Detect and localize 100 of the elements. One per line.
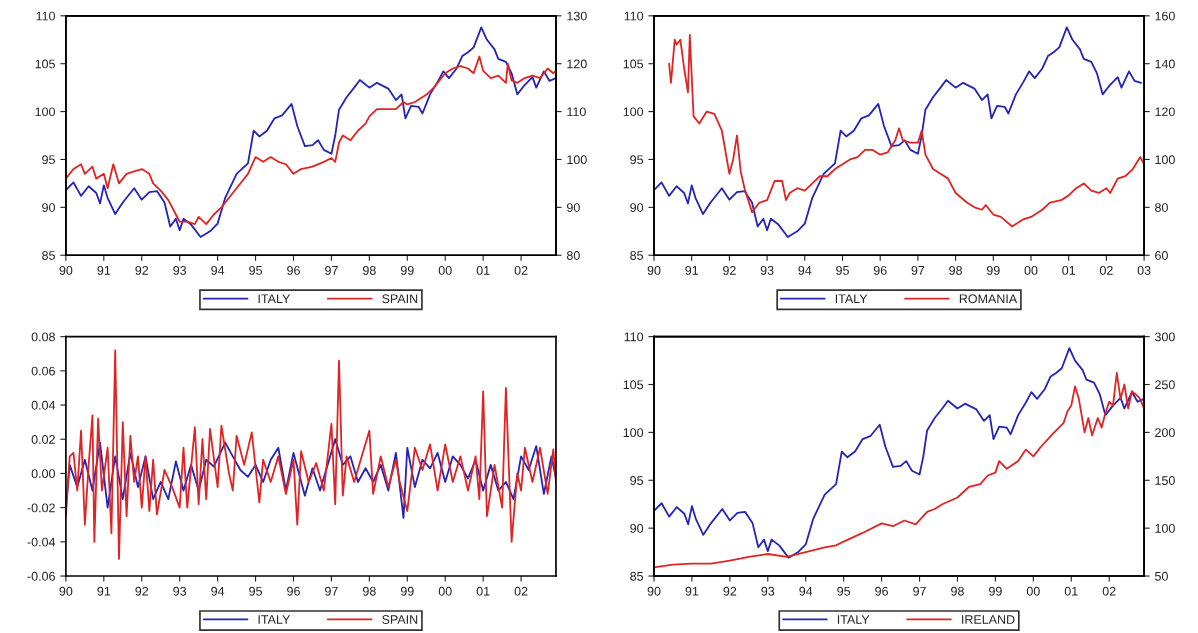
x-tick-label: 96	[287, 265, 300, 275]
y-tick-label: 95	[630, 155, 644, 165]
y2-tick-label: 90	[566, 203, 580, 212]
x-tick-label: 01	[1064, 586, 1078, 596]
legend-label: ITALY	[258, 615, 291, 624]
y2-tick-label: 250	[1155, 380, 1175, 390]
x-tick-label: 91	[685, 265, 699, 275]
x-tick-label: 02	[514, 265, 528, 275]
x-tick-label: 97	[325, 265, 338, 275]
x-tick-label: 03	[1137, 265, 1151, 275]
x-tick-label: 02	[1099, 265, 1113, 275]
x-tick-label: 00	[438, 586, 452, 596]
y-tick-label: 100	[623, 107, 644, 117]
x-tick-label: 01	[476, 586, 490, 596]
x-tick-label: 96	[873, 265, 887, 275]
y2-tick-label: 50	[1155, 571, 1168, 581]
y2-tick-label: 160	[1155, 11, 1175, 21]
line-series	[65, 26, 556, 238]
line-series	[65, 55, 556, 226]
y-tick-label: 105	[623, 380, 644, 390]
legend-label: ROMANIA	[959, 294, 1018, 304]
y-tick-label: 85	[630, 571, 644, 581]
x-tick-label: 98	[362, 586, 376, 596]
x-tick-label: 92	[135, 586, 149, 596]
y-tick-label: 0.00	[31, 469, 55, 479]
x-tick-label: 02	[1102, 586, 1116, 596]
x-tick-label: 92	[723, 265, 736, 275]
y2-tick-label: 150	[1155, 476, 1175, 485]
y-tick-label: 95	[630, 476, 644, 485]
x-tick-label: 93	[173, 586, 187, 596]
y2-tick-label: 110	[567, 107, 586, 117]
x-tick-label: 99	[989, 586, 1002, 596]
x-tick-label: 90	[59, 586, 73, 596]
x-tick-label: 93	[761, 586, 775, 596]
y2-tick-label: 130	[567, 11, 587, 21]
y2-tick-label: 300	[1154, 332, 1175, 342]
y-tick-label: 0.06	[31, 366, 55, 376]
x-tick-label: 00	[1024, 265, 1038, 275]
y2-tick-label: 100	[1155, 523, 1175, 533]
x-tick-label: 01	[476, 265, 490, 275]
y2-tick-label: 100	[1155, 155, 1175, 165]
legend-label: ITALY	[258, 294, 291, 304]
x-tick-label: 98	[949, 265, 962, 275]
x-tick-label: 93	[760, 265, 774, 275]
y-tick-label: 95	[42, 155, 55, 165]
x-tick-label: 97	[911, 265, 925, 275]
x-tick-label: 91	[97, 586, 111, 596]
y-tick-label: -0.02	[27, 503, 55, 513]
y-tick-label: 110	[36, 11, 55, 21]
x-tick-label: 95	[249, 586, 262, 596]
y-tick-label: 85	[42, 251, 55, 260]
x-tick-label: 00	[438, 265, 452, 275]
x-tick-label: 91	[97, 265, 111, 275]
y-tick-label: 90	[630, 523, 644, 533]
x-tick-label: 02	[514, 586, 528, 596]
x-tick-label: 97	[325, 586, 338, 596]
x-tick-label: 01	[1062, 265, 1076, 275]
x-tick-label: 99	[400, 586, 414, 596]
y-tick-label: 110	[624, 11, 644, 21]
x-tick-label: 00	[1026, 586, 1040, 596]
x-tick-label: 92	[135, 265, 149, 275]
y2-tick-label: 80	[1155, 203, 1168, 212]
y-tick-label: 105	[623, 59, 644, 69]
x-tick-label: 98	[951, 586, 964, 596]
x-tick-label: 98	[362, 265, 376, 275]
x-tick-label: 95	[836, 265, 849, 275]
y-tick-label: -0.06	[27, 571, 55, 581]
x-tick-label: 90	[59, 265, 73, 275]
x-tick-label: 94	[799, 586, 813, 596]
y-tick-label: 0.02	[31, 435, 55, 444]
y-tick-label: 105	[35, 59, 55, 69]
x-tick-label: 94	[798, 265, 812, 275]
y-tick-label: 90	[42, 203, 55, 212]
y-tick-label: 90	[630, 203, 644, 212]
x-tick-label: 91	[685, 586, 699, 596]
x-tick-label: 93	[173, 265, 187, 275]
x-tick-label: 90	[647, 265, 661, 275]
legend-label: SPAIN	[382, 294, 418, 304]
y-tick-label: 100	[35, 107, 55, 117]
y2-tick-label: 60	[1155, 251, 1168, 260]
line-series	[65, 349, 556, 560]
x-tick-label: 96	[287, 586, 300, 596]
x-tick-label: 99	[986, 265, 1000, 275]
y2-tick-label: 80	[566, 251, 580, 260]
x-tick-label: 94	[211, 265, 225, 275]
x-tick-label: 92	[723, 586, 737, 596]
x-tick-label: 94	[211, 586, 225, 596]
y2-tick-label: 200	[1155, 428, 1175, 438]
y2-tick-label: 120	[567, 59, 587, 69]
y-tick-label: 0.04	[31, 400, 56, 410]
y-tick-label: 85	[630, 251, 644, 260]
y-tick-label: 110	[624, 332, 644, 342]
x-tick-label: 95	[837, 586, 851, 596]
x-tick-label: 90	[647, 586, 661, 596]
y-tick-label: -0.04	[27, 537, 56, 547]
x-tick-label: 99	[400, 265, 414, 275]
y2-tick-label: 120	[1155, 107, 1175, 117]
y2-tick-label: 100	[567, 155, 587, 165]
line-series	[654, 347, 1145, 559]
x-tick-label: 97	[913, 586, 926, 596]
